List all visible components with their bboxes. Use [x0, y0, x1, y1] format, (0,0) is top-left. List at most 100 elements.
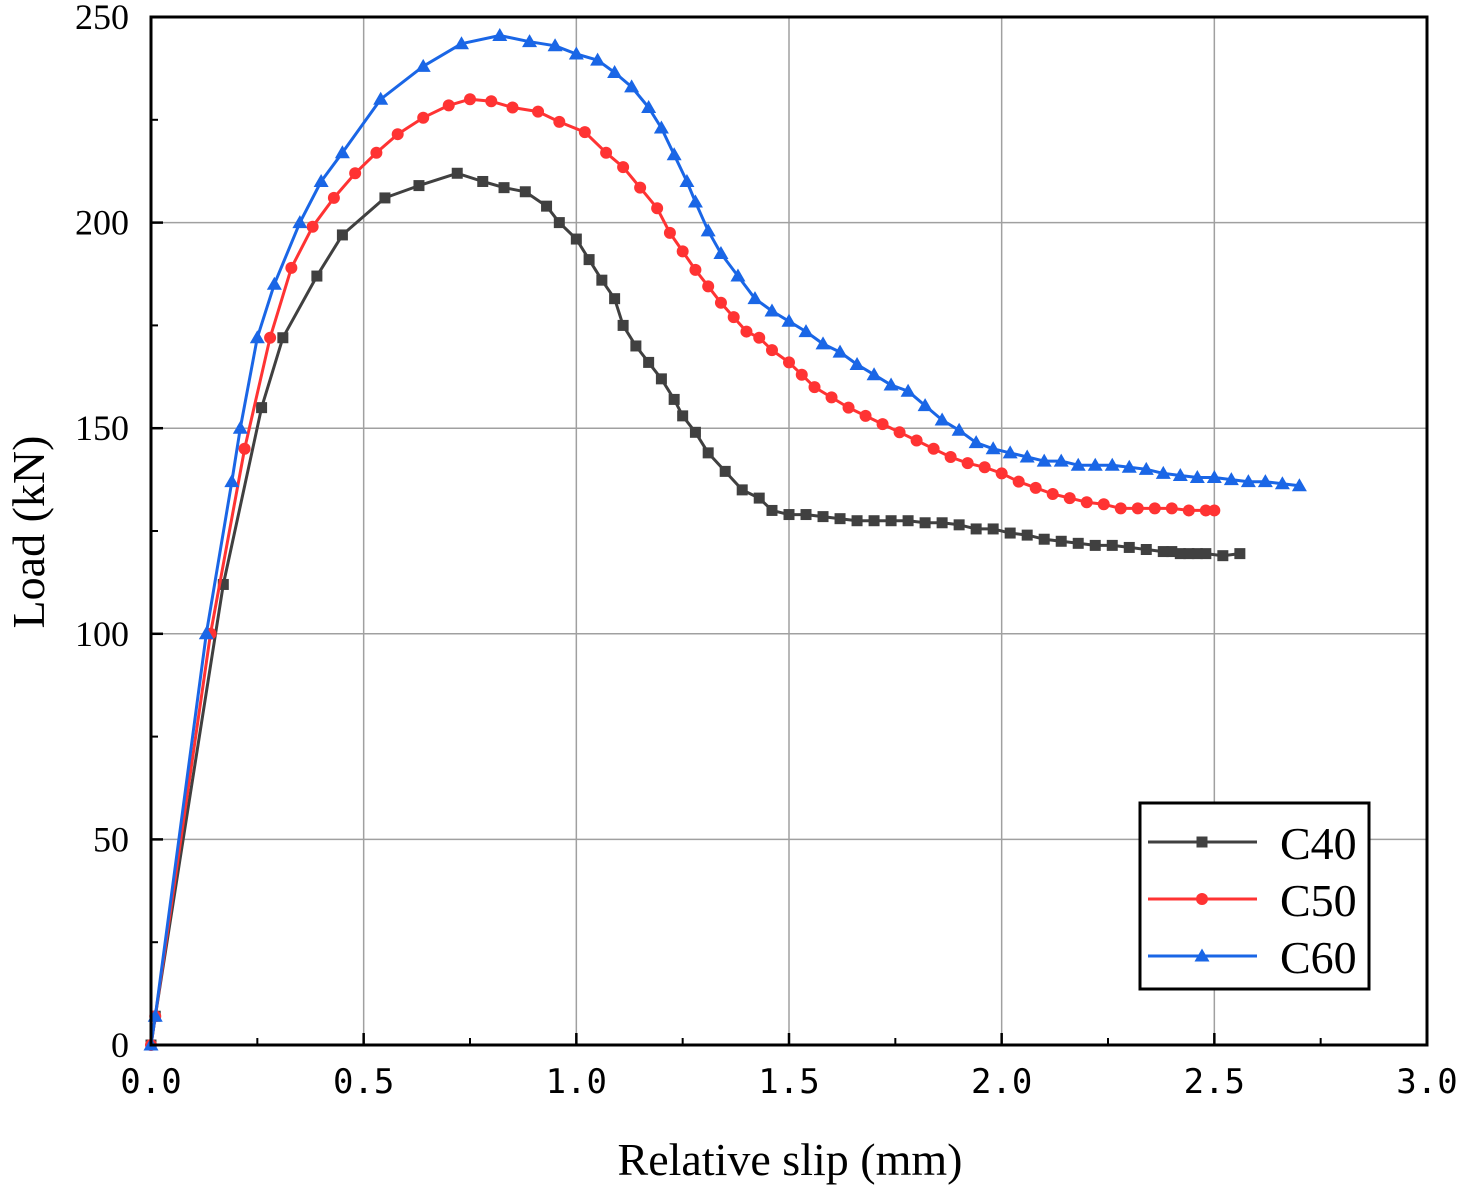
data-point-c60 [522, 34, 538, 48]
data-point-c50 [1148, 502, 1161, 515]
y-tick-label: 50 [93, 819, 129, 859]
data-point-c40 [277, 332, 289, 344]
data-point-c40 [1200, 548, 1212, 560]
data-point-c50 [927, 442, 940, 455]
data-point-c50 [961, 457, 974, 470]
data-point-c40 [987, 523, 999, 535]
data-point-c50 [1063, 492, 1076, 505]
x-tick-label: 1.5 [758, 1062, 819, 1102]
data-point-c50 [944, 450, 957, 463]
data-point-c60 [1240, 474, 1256, 488]
data-point-c50 [285, 261, 298, 274]
data-point-c50 [1199, 504, 1212, 517]
data-point-c60 [1206, 470, 1222, 484]
data-point-c40 [1123, 541, 1135, 553]
data-point-c40 [719, 465, 731, 477]
data-point-c50 [1080, 496, 1093, 509]
data-point-c40 [477, 175, 489, 187]
data-point-c60 [334, 145, 350, 159]
data-point-c40 [379, 192, 391, 204]
data-point-c50 [264, 331, 277, 344]
data-point-c40 [668, 393, 680, 405]
data-point-c60 [1036, 453, 1052, 467]
data-point-c40 [1038, 533, 1050, 545]
data-point-c40 [570, 233, 582, 245]
data-point-c50 [651, 202, 664, 215]
data-point-c50 [1029, 481, 1042, 494]
data-point-c60 [1121, 459, 1137, 473]
data-point-c50 [617, 161, 630, 174]
data-point-c50 [663, 226, 676, 239]
data-point-c50 [893, 426, 906, 439]
data-point-c60 [713, 245, 729, 259]
legend-label-c50: C50 [1280, 875, 1357, 926]
data-point-c40 [643, 356, 655, 368]
x-tick-label: 2.0 [971, 1062, 1032, 1102]
data-point-c60 [415, 58, 431, 72]
data-point-c60 [700, 223, 716, 237]
data-point-c60 [815, 336, 831, 350]
data-point-c40 [783, 509, 795, 521]
data-point-c60 [1053, 453, 1069, 467]
data-point-c60 [607, 65, 623, 79]
data-point-c40 [596, 274, 608, 286]
data-point-c60 [653, 120, 669, 134]
x-tick-label: 0.0 [120, 1062, 181, 1102]
series-c60 [143, 28, 1307, 1051]
y-tick-label: 200 [75, 203, 129, 243]
data-point-c60 [1155, 465, 1171, 479]
data-point-c40 [1072, 537, 1084, 549]
data-point-c50 [1208, 504, 1221, 517]
data-point-c60 [900, 383, 916, 397]
legend-label-c40: C40 [1280, 818, 1357, 869]
data-point-c50 [825, 391, 838, 404]
x-tick-label: 0.5 [333, 1062, 394, 1102]
data-point-c50 [600, 146, 613, 159]
data-point-c60 [1087, 457, 1103, 471]
data-point-c50 [327, 191, 340, 204]
data-point-c40 [766, 504, 778, 516]
data-point-c40 [834, 513, 846, 525]
data-point-c50 [859, 409, 872, 422]
data-point-c40 [1089, 539, 1101, 551]
data-point-c50 [1114, 502, 1127, 515]
data-point-c50 [1097, 498, 1110, 511]
axis-ticks: 0.0 0.5 1.0 1.5 2.0 2.5 3.0 0 50 100 150 200 250 [75, 0, 1458, 1102]
data-point-c50 [765, 344, 778, 357]
data-point-c60 [224, 474, 240, 488]
data-point-c60 [934, 412, 950, 426]
data-point-c50 [370, 146, 383, 159]
x-tick-label: 3.0 [1396, 1062, 1457, 1102]
data-point-c60 [730, 268, 746, 282]
data-point-c40 [677, 410, 689, 422]
data-point-c50 [485, 95, 498, 108]
data-point-c60 [1104, 457, 1120, 471]
data-point-c60 [1019, 449, 1035, 463]
data-point-c40 [1055, 535, 1067, 547]
data-point-c60 [747, 291, 763, 305]
data-point-c40 [519, 186, 531, 198]
data-point-c60 [883, 377, 899, 391]
data-point-c60 [292, 215, 308, 229]
data-point-c40 [1234, 548, 1246, 560]
data-point-c60 [1189, 470, 1205, 484]
data-point-c60 [1291, 478, 1307, 492]
data-point-c60 [764, 303, 780, 317]
data-point-c60 [568, 46, 584, 60]
data-point-c40 [817, 511, 829, 523]
data-point-c60 [866, 367, 882, 381]
y-tick-label: 0 [111, 1025, 129, 1065]
data-point-c50 [876, 418, 889, 431]
data-point-c60 [1257, 474, 1273, 488]
data-point-c50 [740, 325, 753, 338]
data-point-c60 [453, 36, 469, 50]
data-point-c40 [1217, 550, 1229, 562]
data-point-c60 [590, 52, 606, 66]
x-tick-label: 2.5 [1184, 1062, 1245, 1102]
data-point-c60 [1070, 457, 1086, 471]
data-point-c60 [547, 38, 563, 52]
data-point-c60 [1223, 472, 1239, 486]
data-point-c60 [832, 344, 848, 358]
data-point-c40 [1183, 548, 1195, 560]
data-point-c40 [630, 340, 642, 352]
